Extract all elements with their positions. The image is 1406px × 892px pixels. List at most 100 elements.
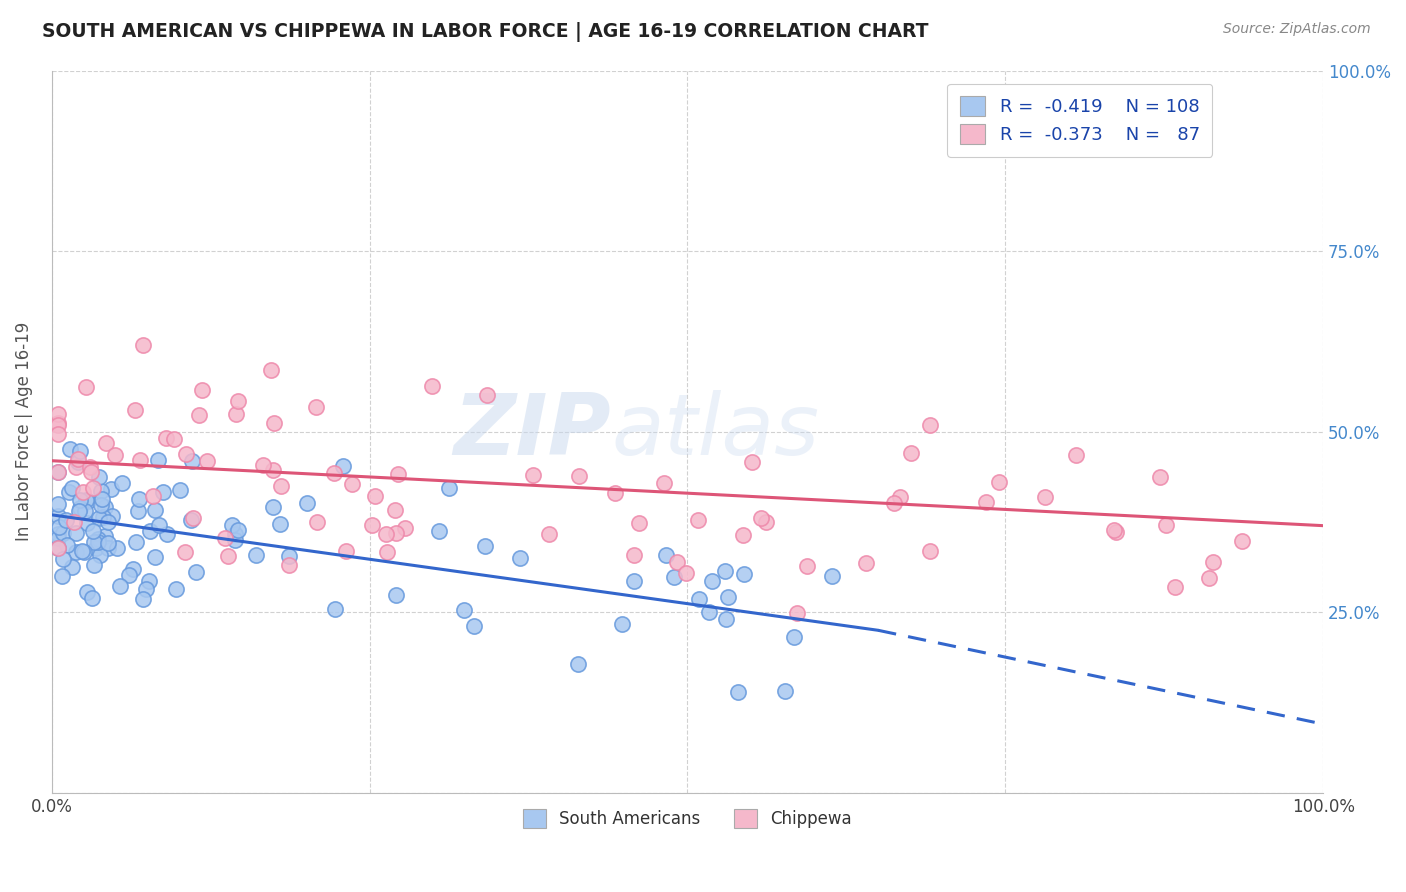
Point (654, 476, 676, 491)
Point (782, 631, 804, 645)
Point (152, 485, 174, 500)
Point (83, 534, 105, 549)
Point (46, 427, 69, 442)
Point (87, 511, 110, 525)
Point (59, 442, 82, 457)
Point (46, 509, 69, 524)
Point (269, 517, 291, 532)
Point (181, 511, 204, 525)
Text: atlas: atlas (612, 391, 820, 474)
Point (988, 475, 1011, 490)
Point (974, 494, 997, 508)
Point (1232, 533, 1254, 548)
Point (97, 536, 120, 550)
Point (509, 551, 531, 566)
Point (191, 384, 214, 398)
Point (73, 544, 96, 558)
Point (94, 529, 117, 543)
Point (920, 544, 942, 558)
Point (139, 524, 162, 538)
Point (69, 492, 91, 507)
Point (105, 541, 128, 556)
Point (156, 527, 179, 541)
Point (184, 565, 207, 579)
Point (65, 459, 87, 474)
Point (46, 418, 69, 433)
Point (385, 525, 408, 540)
Point (623, 574, 645, 588)
Point (128, 492, 150, 507)
Point (675, 566, 697, 580)
Point (796, 558, 818, 573)
Point (453, 603, 475, 617)
Point (612, 617, 634, 632)
Point (773, 683, 796, 698)
Point (56, 538, 79, 552)
Point (135, 582, 157, 596)
Point (322, 467, 344, 481)
Point (91, 491, 114, 506)
Point (717, 591, 740, 605)
Point (104, 449, 127, 463)
Point (46, 466, 69, 480)
Point (173, 544, 195, 558)
Point (427, 524, 450, 538)
Point (77, 493, 100, 508)
Point (821, 568, 844, 582)
Point (733, 567, 755, 582)
Point (72, 484, 94, 499)
Point (335, 544, 357, 558)
Point (228, 523, 250, 537)
Y-axis label: In Labor Force | Age 16-19: In Labor Force | Age 16-19 (15, 322, 32, 541)
Point (305, 400, 328, 414)
Point (67, 452, 90, 467)
Point (605, 485, 627, 500)
Point (89, 470, 111, 484)
Point (567, 657, 589, 672)
Point (55, 513, 77, 527)
Point (1201, 555, 1223, 569)
Point (80, 466, 103, 480)
Point (100, 482, 122, 496)
Point (420, 379, 443, 393)
Point (714, 564, 737, 578)
Point (67, 504, 90, 518)
Point (727, 685, 749, 699)
Point (270, 479, 292, 493)
Point (1156, 517, 1178, 532)
Point (82, 591, 104, 605)
Point (51, 568, 73, 582)
Point (697, 605, 720, 619)
Point (623, 548, 645, 562)
Point (262, 500, 284, 514)
Text: ZIP: ZIP (454, 391, 612, 474)
Point (700, 574, 723, 588)
Point (217, 549, 239, 564)
Point (538, 526, 561, 541)
Point (1064, 449, 1087, 463)
Point (46, 466, 69, 480)
Point (83, 558, 105, 573)
Point (73, 504, 96, 518)
Point (62, 515, 84, 529)
Point (1198, 571, 1220, 585)
Point (297, 496, 319, 510)
Point (60, 559, 83, 574)
Point (731, 528, 754, 542)
Point (889, 490, 911, 504)
Point (340, 477, 363, 491)
Point (214, 531, 236, 545)
Point (82, 524, 104, 539)
Point (394, 521, 416, 535)
Point (93, 500, 115, 515)
Point (245, 548, 267, 562)
Point (143, 549, 166, 564)
Point (69, 443, 91, 458)
Point (278, 558, 301, 572)
Point (664, 569, 686, 583)
Point (76, 516, 98, 530)
Point (187, 408, 209, 422)
Point (749, 511, 772, 525)
Point (46, 527, 69, 541)
Point (181, 453, 204, 467)
